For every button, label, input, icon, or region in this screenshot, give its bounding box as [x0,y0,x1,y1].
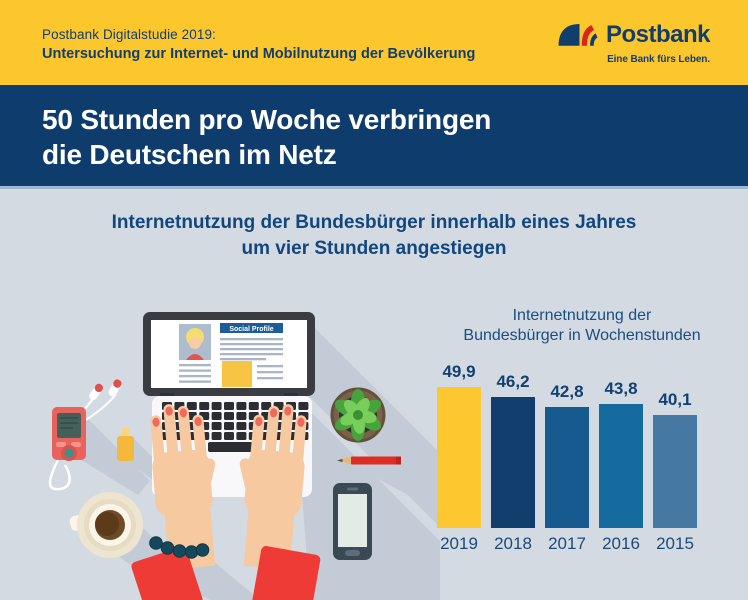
subtitle-line1: Internetnutzung der Bundesbürger innerha… [111,212,637,233]
bead-bracelet [149,536,210,559]
hands-typing [131,404,321,600]
year-label-2017: 2017 [548,534,586,553]
bar-2019 [437,387,481,528]
bar-value-2018: 46,2 [496,372,530,391]
pencil-icon [337,456,401,465]
chart-title-line1: Internetnutzung der [512,307,652,324]
bar-slot-2018: 46,2 [491,372,535,528]
study-title-line2: Untersuchung zur Internet- und Mobilnutz… [42,46,476,62]
chart-title: Internetnutzung der Bundesbürger in Woch… [423,299,741,346]
bar-2015 [653,415,697,528]
postbank-logo-row: Postbank [557,18,711,51]
study-title: Postbank Digitalstudie 2019: Untersuchun… [42,27,475,62]
bar-value-2019: 49,9 [442,362,476,381]
chart-years: 2019 2018 2017 2016 2015 [423,534,741,554]
desk-illustration-svg: Social Profile [48,312,440,600]
social-profile-screen: Social Profile [179,323,283,387]
study-title-line1: Postbank Digitalstudie 2019: [42,27,216,42]
chart-title-line2: Bundesbürger in Wochenstunden [463,327,701,344]
postbank-tagline: Eine Bank fürs Leben. [607,54,710,65]
year-label-2019: 2019 [440,534,478,553]
year-label-2018: 2018 [494,534,532,553]
postbank-logo: Postbank Eine Bank fürs Leben. [557,18,711,65]
bar-slot-2016: 43,8 [599,379,643,528]
header-bar: Postbank Digitalstudie 2019: Untersuchun… [0,0,748,85]
title-banner: 50 Stunden pro Woche verbringen die Deut… [0,85,748,186]
bar-2017 [545,407,589,528]
postbank-wordmark: Postbank [605,20,711,48]
earbuds-icon [89,379,122,401]
year-label-2016: 2016 [602,534,640,553]
postbank-swoosh-icon [558,24,598,46]
subtitle: Internetnutzung der Bundesbürger innerha… [0,210,748,262]
potted-plant [330,387,386,443]
bar-2018 [491,397,535,528]
weekly-hours-chart: Internetnutzung der Bundesbürger in Woch… [423,299,741,554]
bar-slot-2017: 42,8 [545,382,589,528]
desk-illustration: Social Profile [10,295,440,600]
smartphone [333,483,372,560]
bar-slot-2015: 40,1 [653,390,697,528]
coffee-cup [69,492,143,558]
banner-separator [0,186,748,189]
bar-value-2016: 43,8 [604,379,638,398]
usb-stick [117,428,134,461]
mp3-player [48,393,117,491]
bar-2016 [599,404,643,528]
chart-bars: 49,9 46,2 42,8 43,8 40,1 [423,360,741,528]
main-title-line2: die Deutschen im Netz [42,139,337,170]
main-title-line1: 50 Stunden pro Woche verbringen [42,104,492,135]
social-profile-label: Social Profile [229,326,273,333]
year-label-2015: 2015 [656,534,694,553]
bar-value-2017: 42,8 [550,382,584,401]
subtitle-line2: um vier Stunden angestiegen [241,238,507,259]
bar-value-2015: 40,1 [658,390,692,409]
main-title: 50 Stunden pro Woche verbringen die Deut… [42,102,491,172]
bar-slot-2019: 49,9 [437,362,481,528]
